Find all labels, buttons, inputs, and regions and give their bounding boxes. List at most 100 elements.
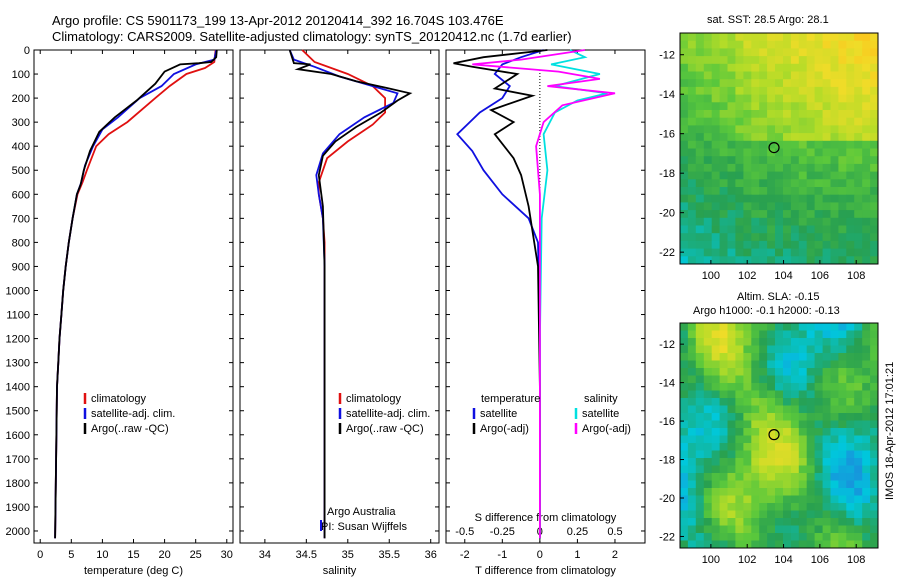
x-axis-label-differences: T difference from climatology bbox=[475, 565, 616, 577]
legend-label-temperature: satellite-adj. clim. bbox=[91, 408, 175, 420]
sst-map-ytick-label: -14 bbox=[659, 89, 675, 101]
y-tick-label: 1900 bbox=[6, 502, 30, 514]
sla-map-xtick-label: 100 bbox=[702, 554, 720, 566]
x-tick-label-temperature: 0 bbox=[37, 549, 43, 561]
y-tick-label: 1800 bbox=[6, 478, 30, 490]
sla-map-ytick-label: -20 bbox=[659, 493, 675, 505]
x-axis-label-temperature: temperature (deg C) bbox=[84, 565, 183, 577]
sla-map-xtick-label: 102 bbox=[738, 554, 756, 566]
sst-map-title: sat. SST: 28.5 Argo: 28.1 bbox=[707, 14, 829, 26]
y-tick-label: 1300 bbox=[6, 358, 30, 370]
x-tick-label-temperature: 5 bbox=[68, 549, 74, 561]
sla-map-title-1: Altim. SLA: -0.15 bbox=[737, 291, 820, 303]
series-line-differences-3 bbox=[472, 49, 616, 539]
x-axis-label-salinity: salinity bbox=[323, 565, 357, 577]
y-tick-label: 2000 bbox=[6, 526, 30, 538]
x-tick-label-salinity: 34 bbox=[259, 549, 271, 561]
sst-map-xtick-label: 106 bbox=[811, 270, 829, 282]
y-tick-label: 1600 bbox=[6, 430, 30, 442]
x-top-axis-label: S difference from climatology bbox=[475, 512, 617, 524]
title-line-1: Argo profile: CS 5901173_199 13-Apr-2012… bbox=[52, 13, 504, 28]
sla-argo-marker bbox=[768, 429, 780, 441]
x-tick-label-temperature: 15 bbox=[127, 549, 139, 561]
sla-map-ytick-label: -12 bbox=[659, 339, 675, 351]
sst-map-xtick-label: 102 bbox=[738, 270, 756, 282]
sst-map-ytick-label: -22 bbox=[659, 247, 675, 259]
x-tick-label-salinity: 35.5 bbox=[379, 549, 400, 561]
y-tick-label: 300 bbox=[12, 117, 30, 129]
plot-frame-differences bbox=[445, 49, 646, 544]
sla-map-title-2: Argo h1000: -0.1 h2000: -0.13 bbox=[693, 305, 840, 317]
x-tick-label-temperature: 25 bbox=[190, 549, 202, 561]
y-tick-label: 600 bbox=[12, 189, 30, 201]
sst-map-frame bbox=[679, 32, 879, 265]
x-tick-label-differences: -1 bbox=[497, 549, 507, 561]
legend-title-salinity: salinity bbox=[584, 393, 618, 405]
x-tick-label-salinity: 34.5 bbox=[296, 549, 317, 561]
x-tick-label-differences: -2 bbox=[460, 549, 470, 561]
legend-label-salinity: Argo(..raw -QC) bbox=[346, 423, 424, 435]
sla-map-ytick-label: -18 bbox=[659, 455, 675, 467]
sst-map-xtick-label: 100 bbox=[702, 270, 720, 282]
y-tick-label: 1100 bbox=[6, 310, 30, 322]
sla-map-ytick-label: -16 bbox=[659, 416, 675, 428]
sla-map-field bbox=[680, 323, 879, 549]
sst-map-xtick-label: 104 bbox=[774, 270, 792, 282]
legend-label-salinity: satellite-adj. clim. bbox=[346, 408, 430, 420]
legend-title-temperature: temperature bbox=[481, 393, 540, 405]
legend-label-temperature: climatology bbox=[91, 393, 147, 405]
y-tick-label: 400 bbox=[12, 141, 30, 153]
x-tick-label-temperature: 20 bbox=[158, 549, 170, 561]
x-tick-label-temperature: 10 bbox=[96, 549, 108, 561]
y-tick-label: 0 bbox=[24, 45, 30, 57]
sla-map-xtick-label: 104 bbox=[774, 554, 792, 566]
y-tick-label: 1400 bbox=[6, 382, 30, 394]
title-line-2: Climatology: CARS2009. Satellite-adjuste… bbox=[52, 29, 572, 44]
legend-label-salinity: climatology bbox=[346, 393, 402, 405]
y-tick-label: 900 bbox=[12, 261, 30, 273]
y-tick-label: 1500 bbox=[6, 406, 30, 418]
legend-label-temperature: Argo(..raw -QC) bbox=[91, 423, 169, 435]
annotation-line-2: PI: Susan Wijffels bbox=[321, 521, 407, 533]
x-top-tick-label: -0.5 bbox=[455, 526, 474, 538]
y-tick-label: 1000 bbox=[6, 285, 30, 297]
y-tick-label: 700 bbox=[12, 213, 30, 225]
legend-label-diff: Argo(-adj) bbox=[480, 423, 529, 435]
legend-label-diff: Argo(-adj) bbox=[582, 423, 631, 435]
x-tick-label-differences: 0 bbox=[537, 549, 543, 561]
sla-map-xtick-label: 108 bbox=[847, 554, 865, 566]
sla-map-ytick-label: -22 bbox=[659, 531, 675, 543]
x-tick-label-salinity: 35 bbox=[342, 549, 354, 561]
sst-map-ytick-label: -12 bbox=[659, 50, 675, 62]
sla-map-ytick-label: -14 bbox=[659, 378, 675, 390]
series-line-temperature-2 bbox=[54, 49, 218, 539]
sla-map-xtick-label: 106 bbox=[811, 554, 829, 566]
y-tick-label: 1200 bbox=[6, 334, 30, 346]
sst-map-ytick-label: -20 bbox=[659, 208, 675, 220]
sla-map-frame bbox=[679, 322, 879, 549]
y-tick-label: 200 bbox=[12, 93, 30, 105]
sst-map-ytick-label: -18 bbox=[659, 168, 675, 180]
sst-map-xtick-label: 108 bbox=[847, 270, 865, 282]
x-tick-label-differences: 2 bbox=[612, 549, 618, 561]
sst-map-field bbox=[680, 33, 879, 265]
x-tick-label-differences: 1 bbox=[574, 549, 580, 561]
x-tick-label-salinity: 36 bbox=[425, 549, 437, 561]
y-tick-label: 100 bbox=[12, 69, 30, 81]
series-line-differences-1 bbox=[453, 49, 548, 539]
plot-frame-temperature bbox=[33, 49, 234, 544]
y-tick-label: 1700 bbox=[6, 454, 30, 466]
y-tick-label: 500 bbox=[12, 165, 30, 177]
x-tick-label-temperature: 30 bbox=[221, 549, 233, 561]
x-top-tick-label: 0.5 bbox=[607, 526, 622, 538]
series-line-differences-2 bbox=[539, 49, 608, 539]
plot-frame-salinity bbox=[239, 49, 440, 544]
legend-label-diff: satellite bbox=[582, 408, 619, 420]
y-tick-label: 800 bbox=[12, 237, 30, 249]
series-line-differences-0 bbox=[456, 49, 544, 539]
watermark: IMOS 18-Apr-2012 17:01:21 bbox=[884, 361, 896, 500]
sst-map-ytick-label: -16 bbox=[659, 129, 675, 141]
x-top-tick-label: -0.25 bbox=[490, 526, 515, 538]
legend-label-diff: satellite bbox=[480, 408, 517, 420]
